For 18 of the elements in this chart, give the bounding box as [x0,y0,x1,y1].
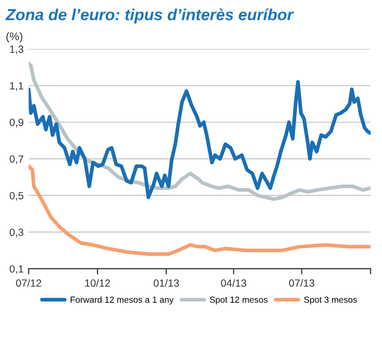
chart-title: Zona de l’euro: tipus d’interès euríbor [5,8,294,24]
y-tick-label: 0,7 [10,155,24,164]
y-tick-label: 0,5 [10,192,24,201]
y-axis-title: (%) [6,32,22,42]
y-tick-label: 1,1 [10,82,24,91]
y-tick-label: 1,3 [10,46,24,54]
x-tick-label: 01/13 [154,279,179,287]
legend-label: Spot 3 mesos [304,296,357,305]
legend-label: Forward 12 mesos a 1 any [70,296,174,305]
y-tick-label: 0,9 [10,118,24,128]
x-tick-label: 04/13 [221,279,246,287]
x-tick-label: 07/12 [16,279,42,287]
x-tick-label: 10/12 [85,279,110,287]
y-tick-label: 0,3 [10,228,24,238]
x-tick-label: 07/13 [289,279,314,287]
legend-label: Spot 12 mesos [210,296,268,305]
line-series [28,164,371,256]
y-tick-label: 0,1 [10,265,24,274]
